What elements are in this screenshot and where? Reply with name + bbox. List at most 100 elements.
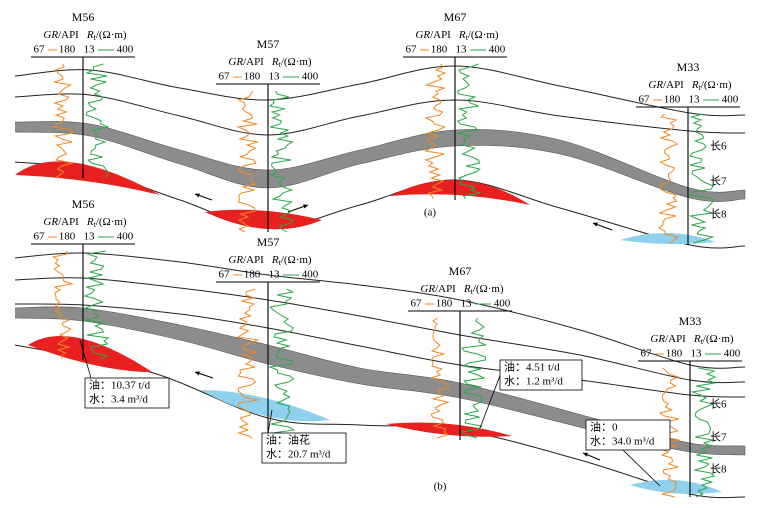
arrow-head: [195, 371, 200, 376]
rt-unit: /(Ω·m): [281, 254, 312, 266]
log-header: GR/API Rt/(Ω·m): [415, 29, 499, 42]
scale-value: 180: [59, 231, 76, 243]
scale-value: 67: [34, 44, 46, 56]
rt-label: R: [693, 333, 701, 345]
scale-value: 180: [59, 44, 76, 56]
rt-sub: t: [94, 33, 97, 42]
layer-label: 长6: [710, 140, 727, 153]
rt-unit: /(Ω·m): [703, 333, 734, 345]
rt-unit: /(Ω·m): [473, 283, 504, 295]
rt-label: R: [271, 254, 279, 266]
water-rate: 水：34.0 m³/d: [590, 435, 655, 448]
rt-label: R: [463, 283, 471, 295]
well-name: M33: [677, 60, 700, 74]
gr-label: GR: [415, 29, 430, 41]
horizon-line: [14, 93, 746, 136]
layer-label: 长8: [710, 463, 727, 476]
horizon-line: [14, 303, 746, 398]
scale-value: 180: [436, 298, 453, 310]
gray-shale-band: [14, 306, 746, 456]
well-name: M67: [449, 264, 472, 278]
oil-rate: 油：10.37 t/d: [89, 378, 151, 392]
water-body: [620, 232, 715, 245]
rt-sub: t: [279, 60, 282, 69]
annotation-box: [499, 359, 583, 391]
panel-label: (a): [424, 207, 437, 219]
well-name: M57: [257, 37, 280, 51]
leader-line: [79, 339, 92, 379]
scale-value: 13: [84, 44, 96, 56]
arrow-head: [303, 204, 308, 209]
rt-curve: [456, 63, 481, 200]
scale-value: 67: [219, 269, 231, 281]
gr-label: GR: [420, 283, 435, 295]
water-body: [200, 390, 330, 422]
annotation-box: [84, 377, 170, 409]
oil-body: [15, 161, 160, 195]
oil-body: [205, 209, 322, 230]
gr-curve: [423, 63, 447, 200]
scale-value: 67: [406, 44, 418, 56]
rt-sub: t: [699, 83, 702, 92]
rt-label: R: [271, 56, 279, 68]
layer-label: 长6: [710, 398, 727, 411]
arrow-head: [195, 193, 200, 198]
gr-unit: /API: [435, 283, 456, 295]
well-name: M67: [444, 10, 467, 24]
leader-line: [267, 409, 273, 434]
oil-body: [390, 180, 530, 205]
gr-label: GR: [43, 216, 58, 228]
rt-sub: t: [701, 337, 704, 346]
rt-curve: [688, 113, 715, 244]
scale-value: 13: [269, 269, 281, 281]
scale-value: 67: [411, 298, 423, 310]
rt-unit: /(Ω·m): [701, 79, 732, 91]
scale-value: 67: [219, 71, 231, 83]
scale-value: 13: [269, 71, 281, 83]
gr-label: GR: [648, 79, 663, 91]
scale-value: 67: [639, 94, 651, 106]
gr-unit: /API: [243, 56, 264, 68]
strata: [14, 65, 746, 499]
gr-unit: /API: [665, 333, 686, 345]
well-name: M33: [679, 314, 702, 328]
rt-label: R: [691, 79, 699, 91]
scale-value: 400: [117, 44, 134, 56]
rt-unit: /(Ω·m): [468, 29, 499, 41]
scale-value: 400: [302, 71, 319, 83]
rt-unit: /(Ω·m): [281, 56, 312, 68]
gr-unit: /API: [58, 29, 79, 41]
log-header: GR/API Rt/(Ω·m): [650, 333, 734, 346]
rt-curve: [268, 90, 294, 233]
arrow-head: [593, 222, 598, 227]
scale-value: 400: [302, 269, 319, 281]
rt-label: R: [86, 216, 94, 228]
log-header: GR/API Rt/(Ω·m): [648, 79, 732, 92]
oil-rate: 油：油花: [266, 433, 310, 447]
horizon-line: [14, 65, 746, 117]
gr-unit: /API: [243, 254, 264, 266]
gr-label: GR: [228, 254, 243, 266]
arrow-head: [583, 452, 588, 457]
water-rate: 水：3.4 m³/d: [89, 393, 148, 406]
scale-value: 400: [489, 44, 506, 56]
rt-sub: t: [94, 220, 97, 229]
well-logs: [52, 57, 717, 498]
annotation-box: [585, 419, 671, 451]
gr-curve: [236, 90, 258, 233]
rt-label: R: [86, 29, 94, 41]
rt-curve: [460, 317, 488, 439]
rt-curve: [83, 250, 110, 360]
scale-value: 400: [494, 298, 511, 310]
rt-sub: t: [471, 287, 474, 296]
scale-value: 13: [84, 231, 96, 243]
gr-label: GR: [43, 29, 58, 41]
gray-shale-band: [14, 121, 746, 202]
horizon-line: [14, 277, 746, 384]
well-name: M56: [72, 10, 95, 24]
scale-value: 13: [691, 348, 703, 360]
gr-curve: [658, 367, 680, 498]
rt-curve: [268, 288, 296, 440]
gr-curve: [52, 63, 73, 179]
